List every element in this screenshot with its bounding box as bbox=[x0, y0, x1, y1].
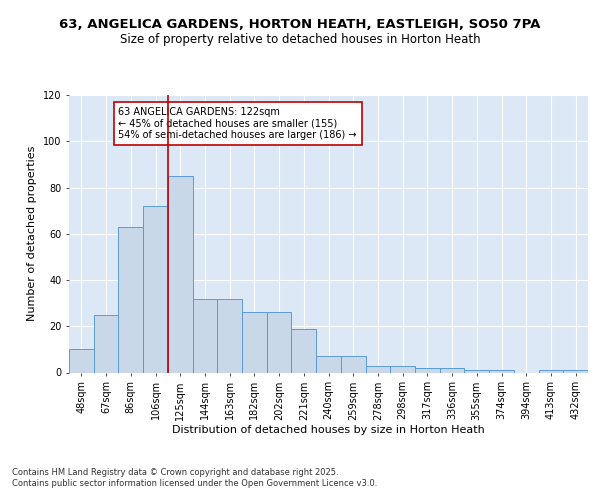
Bar bbox=[390, 366, 415, 372]
Bar bbox=[217, 298, 242, 372]
Bar bbox=[193, 298, 217, 372]
Bar bbox=[415, 368, 440, 372]
Text: 63, ANGELICA GARDENS, HORTON HEATH, EASTLEIGH, SO50 7PA: 63, ANGELICA GARDENS, HORTON HEATH, EAST… bbox=[59, 18, 541, 30]
Bar bbox=[292, 328, 316, 372]
X-axis label: Distribution of detached houses by size in Horton Heath: Distribution of detached houses by size … bbox=[172, 425, 485, 435]
Bar bbox=[464, 370, 489, 372]
Text: 63 ANGELICA GARDENS: 122sqm
← 45% of detached houses are smaller (155)
54% of se: 63 ANGELICA GARDENS: 122sqm ← 45% of det… bbox=[118, 106, 357, 140]
Bar bbox=[365, 366, 390, 372]
Text: Contains HM Land Registry data © Crown copyright and database right 2025.
Contai: Contains HM Land Registry data © Crown c… bbox=[12, 468, 377, 487]
Bar bbox=[242, 312, 267, 372]
Bar bbox=[489, 370, 514, 372]
Bar bbox=[267, 312, 292, 372]
Bar bbox=[94, 314, 118, 372]
Bar bbox=[563, 370, 588, 372]
Bar bbox=[143, 206, 168, 372]
Bar bbox=[539, 370, 563, 372]
Bar bbox=[316, 356, 341, 372]
Text: Size of property relative to detached houses in Horton Heath: Size of property relative to detached ho… bbox=[119, 32, 481, 46]
Bar bbox=[118, 227, 143, 372]
Bar bbox=[341, 356, 365, 372]
Y-axis label: Number of detached properties: Number of detached properties bbox=[28, 146, 37, 322]
Bar bbox=[440, 368, 464, 372]
Bar bbox=[168, 176, 193, 372]
Bar bbox=[69, 350, 94, 372]
